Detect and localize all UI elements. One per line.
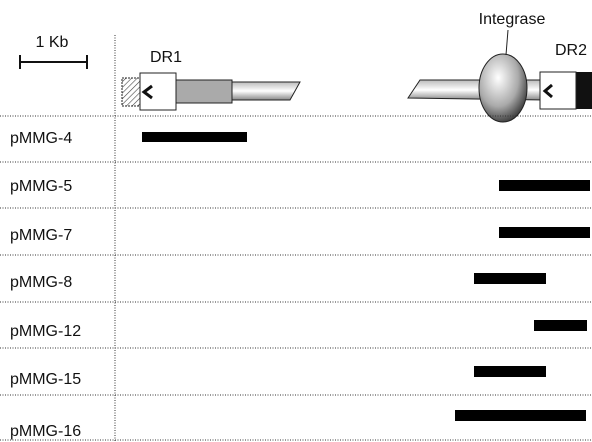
dr1-construct <box>122 73 300 110</box>
clone-bar <box>499 180 590 191</box>
row-label: pMMG-12 <box>10 323 81 340</box>
scale-bar <box>20 55 87 69</box>
dr2-label: DR2 <box>555 42 587 59</box>
clone-bars <box>142 132 590 421</box>
diagram: 1 Kb DR1 Integrase DR2 pMMG-4 pMMG- <box>0 0 592 442</box>
clone-bar <box>499 227 590 238</box>
clone-bar <box>534 320 587 331</box>
clone-bar <box>142 132 247 142</box>
row-label: pMMG-16 <box>10 423 81 440</box>
dr1-label: DR1 <box>150 49 182 66</box>
row-label: pMMG-4 <box>10 130 72 147</box>
clone-bar <box>474 366 546 377</box>
row-label: pMMG-8 <box>10 274 72 291</box>
integrase-label: Integrase <box>479 11 546 28</box>
row-label: pMMG-7 <box>10 227 72 244</box>
clone-bar <box>474 273 546 284</box>
row-label: pMMG-15 <box>10 371 81 388</box>
row-label: pMMG-5 <box>10 178 72 195</box>
clone-bar <box>455 410 586 421</box>
scale-label: 1 Kb <box>36 34 69 51</box>
